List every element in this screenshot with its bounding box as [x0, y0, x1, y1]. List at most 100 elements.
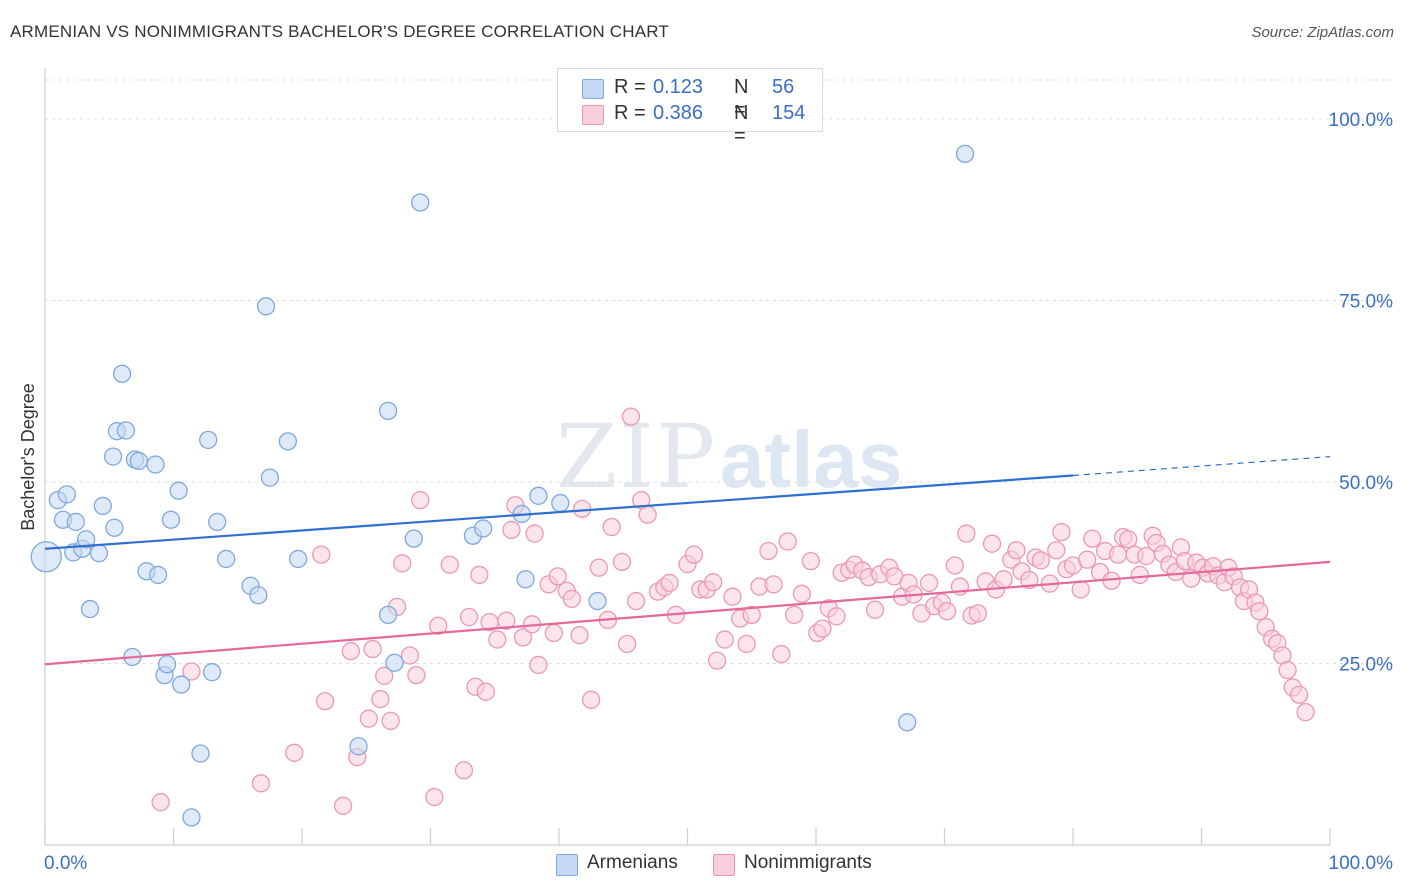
y-axis-label: Bachelor's Degree [18, 383, 38, 531]
legend-r-label: R = [614, 76, 646, 98]
point-armenians [349, 737, 368, 756]
point-nonimmigrants [612, 552, 632, 572]
point-nonimmigrants [785, 605, 804, 625]
point-nonimmigrants [570, 626, 589, 645]
point-nonimmigrants [792, 584, 812, 603]
point-armenians [260, 468, 280, 487]
trend-line-extension-armenians [1072, 455, 1331, 477]
point-armenians [157, 655, 177, 674]
chart-title: ARMENIAN VS NONIMMIGRANTS BACHELOR'S DEG… [10, 22, 670, 41]
point-nonimmigrants [617, 634, 637, 654]
point-nonimmigrants [602, 517, 621, 537]
y-tick-label: 100.0% [1329, 110, 1394, 131]
point-nonimmigrants [742, 605, 761, 625]
point-armenians [288, 549, 308, 569]
point-nonimmigrants [375, 666, 394, 685]
point-armenians [129, 451, 148, 471]
point-armenians [955, 144, 975, 163]
point-armenians [588, 591, 607, 611]
point-armenians [378, 605, 398, 625]
point-nonimmigrants [562, 589, 581, 609]
point-nonimmigrants [764, 575, 783, 594]
point-armenians [191, 744, 210, 763]
point-nonimmigrants [333, 796, 353, 815]
point-armenians [148, 565, 168, 585]
point-armenians [182, 808, 201, 827]
point-nonimmigrants [660, 573, 679, 593]
point-armenians [208, 512, 227, 532]
point-nonimmigrants [411, 490, 430, 510]
point-armenians [529, 486, 548, 505]
legend-n-label: N = [734, 102, 749, 147]
point-nonimmigrants [1077, 550, 1097, 569]
legend-r-value: 0.386 [653, 102, 704, 124]
point-armenians [898, 713, 917, 732]
point-nonimmigrants [704, 573, 723, 592]
legend-n-value: 56 [772, 76, 795, 98]
point-nonimmigrants [393, 554, 412, 573]
point-nonimmigrants [1130, 565, 1149, 585]
point-nonimmigrants [723, 587, 742, 606]
source-credit: Source: ZipAtlas.com [1251, 24, 1394, 41]
point-nonimmigrants [1083, 529, 1102, 548]
point-nonimmigrants [182, 662, 201, 681]
legend-r-label: R = [614, 102, 646, 124]
point-armenians [161, 510, 181, 529]
point-armenians [169, 481, 188, 500]
point-nonimmigrants [572, 499, 592, 519]
correlation-legend: R = 0.123 N = 56 R = 0.386 N = 154 [557, 68, 823, 147]
y-tick-label: 25.0% [1339, 655, 1393, 676]
legend-label-armenians: Armenians [587, 852, 678, 873]
point-armenians [474, 519, 493, 538]
point-nonimmigrants [813, 619, 832, 638]
trend-line-armenians [44, 474, 1074, 550]
point-nonimmigrants [425, 787, 444, 807]
point-nonimmigrants [548, 567, 567, 586]
point-armenians [30, 541, 62, 573]
point-nonimmigrants [285, 743, 304, 762]
point-armenians [385, 653, 404, 672]
legend-swatch-armenians [582, 79, 604, 99]
point-nonimmigrants [407, 665, 426, 685]
legend-swatch-armenians [556, 854, 578, 876]
point-nonimmigrants [759, 541, 778, 561]
point-armenians [199, 430, 218, 450]
point-nonimmigrants [707, 651, 727, 670]
point-nonimmigrants [359, 709, 378, 728]
legend-swatch-nonimmigrants [582, 105, 604, 125]
point-nonimmigrants [371, 689, 390, 709]
point-nonimmigrants [1052, 522, 1071, 542]
legend-n-label: N = [734, 76, 749, 121]
point-nonimmigrants [529, 655, 548, 675]
point-nonimmigrants [865, 600, 885, 619]
point-nonimmigrants [1047, 541, 1066, 560]
x-tick-label: 100.0% [1329, 853, 1394, 874]
point-nonimmigrants [470, 565, 489, 585]
point-nonimmigrants [459, 607, 479, 627]
point-nonimmigrants [621, 407, 641, 426]
point-nonimmigrants [525, 524, 544, 543]
x-tick-label: 0.0% [44, 853, 87, 874]
point-nonimmigrants [772, 644, 791, 664]
point-armenians [89, 543, 109, 563]
point-nonimmigrants [737, 634, 756, 654]
point-nonimmigrants [801, 551, 821, 571]
point-armenians [256, 297, 276, 316]
point-armenians [172, 675, 191, 694]
point-nonimmigrants [363, 639, 382, 659]
point-nonimmigrants [1071, 580, 1090, 599]
y-tick-label: 50.0% [1339, 473, 1393, 494]
point-nonimmigrants [440, 555, 459, 574]
point-nonimmigrants [945, 556, 964, 575]
point-nonimmigrants [638, 505, 657, 524]
point-nonimmigrants [982, 534, 1002, 553]
point-nonimmigrants [968, 604, 988, 623]
point-nonimmigrants [827, 607, 846, 626]
point-nonimmigrants [715, 630, 734, 649]
point-nonimmigrants [1031, 551, 1051, 570]
point-nonimmigrants [1290, 685, 1309, 704]
point-armenians [112, 364, 132, 383]
point-nonimmigrants [497, 611, 516, 630]
point-nonimmigrants [1278, 660, 1297, 680]
